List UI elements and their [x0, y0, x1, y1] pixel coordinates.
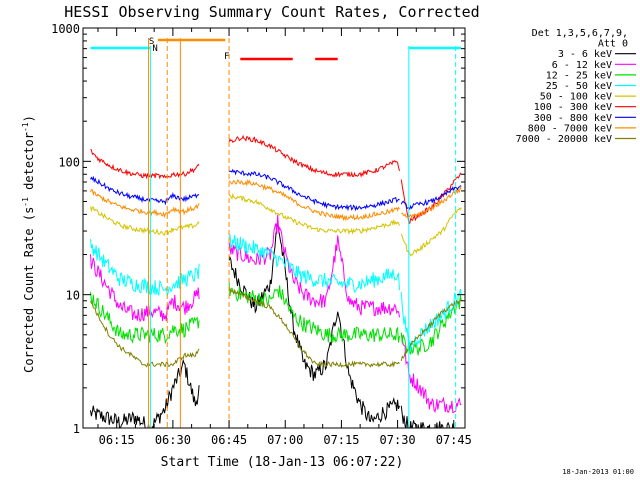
- legend-entry-label-7: 300 - 800 keV: [534, 113, 612, 124]
- series-line-2: [90, 214, 462, 414]
- footer-date: 18-Jan-2013 01:00: [562, 468, 634, 476]
- x-tick-label-5: 07:15: [323, 433, 359, 447]
- annotation-s: S: [149, 37, 154, 47]
- legend-entry-label-9: 7000 - 20000 keV: [516, 134, 612, 145]
- legend-entry-label-1: 3 - 6 keV: [558, 49, 612, 60]
- annotation-n: N: [152, 44, 157, 54]
- series-line-7: [90, 168, 462, 212]
- legend-entry-label-3: 12 - 25 keV: [546, 70, 612, 81]
- legend-header-2: Att 0: [598, 39, 628, 50]
- y-tick-label-4: 1: [73, 422, 80, 436]
- chart-title: HESSI Observing Summary Count Rates, Cor…: [64, 3, 479, 21]
- legend-entry-label-5: 50 - 100 keV: [540, 92, 612, 103]
- x-tick-label-1: 06:15: [99, 433, 135, 447]
- y-tick-label-3: 10: [66, 289, 80, 303]
- x-tick-label-2: 06:30: [155, 433, 191, 447]
- legend-header-1: Det 1,3,5,6,7,9,: [532, 28, 628, 39]
- x-tick-label-7: 07:45: [436, 433, 472, 447]
- series-line-8: [90, 178, 462, 222]
- legend-entry-label-4: 25 - 50 keV: [546, 81, 612, 92]
- x-tick-label-4: 07:00: [267, 433, 303, 447]
- x-tick-label-6: 07:30: [380, 433, 416, 447]
- annotation-f: F: [224, 52, 229, 62]
- y-axis-label: Corrected Count Rate (s-1 detector-1): [21, 115, 36, 373]
- legend-entry-label-6: 100 - 300 keV: [534, 102, 612, 113]
- series-line-5: [90, 192, 462, 257]
- series-line-9: [90, 288, 462, 368]
- x-axis-label: Start Time (18-Jan-13 06:07:22): [161, 455, 404, 470]
- x-tick-label-3: 06:45: [211, 433, 247, 447]
- legend-entry-label-8: 800 - 7000 keV: [528, 123, 612, 134]
- plot-frame: [82, 27, 466, 429]
- legend-entry-label-2: 6 - 12 keV: [552, 60, 612, 71]
- y-tick-label-2: 100: [58, 155, 80, 169]
- y-tick-label-1: 1000: [51, 22, 80, 36]
